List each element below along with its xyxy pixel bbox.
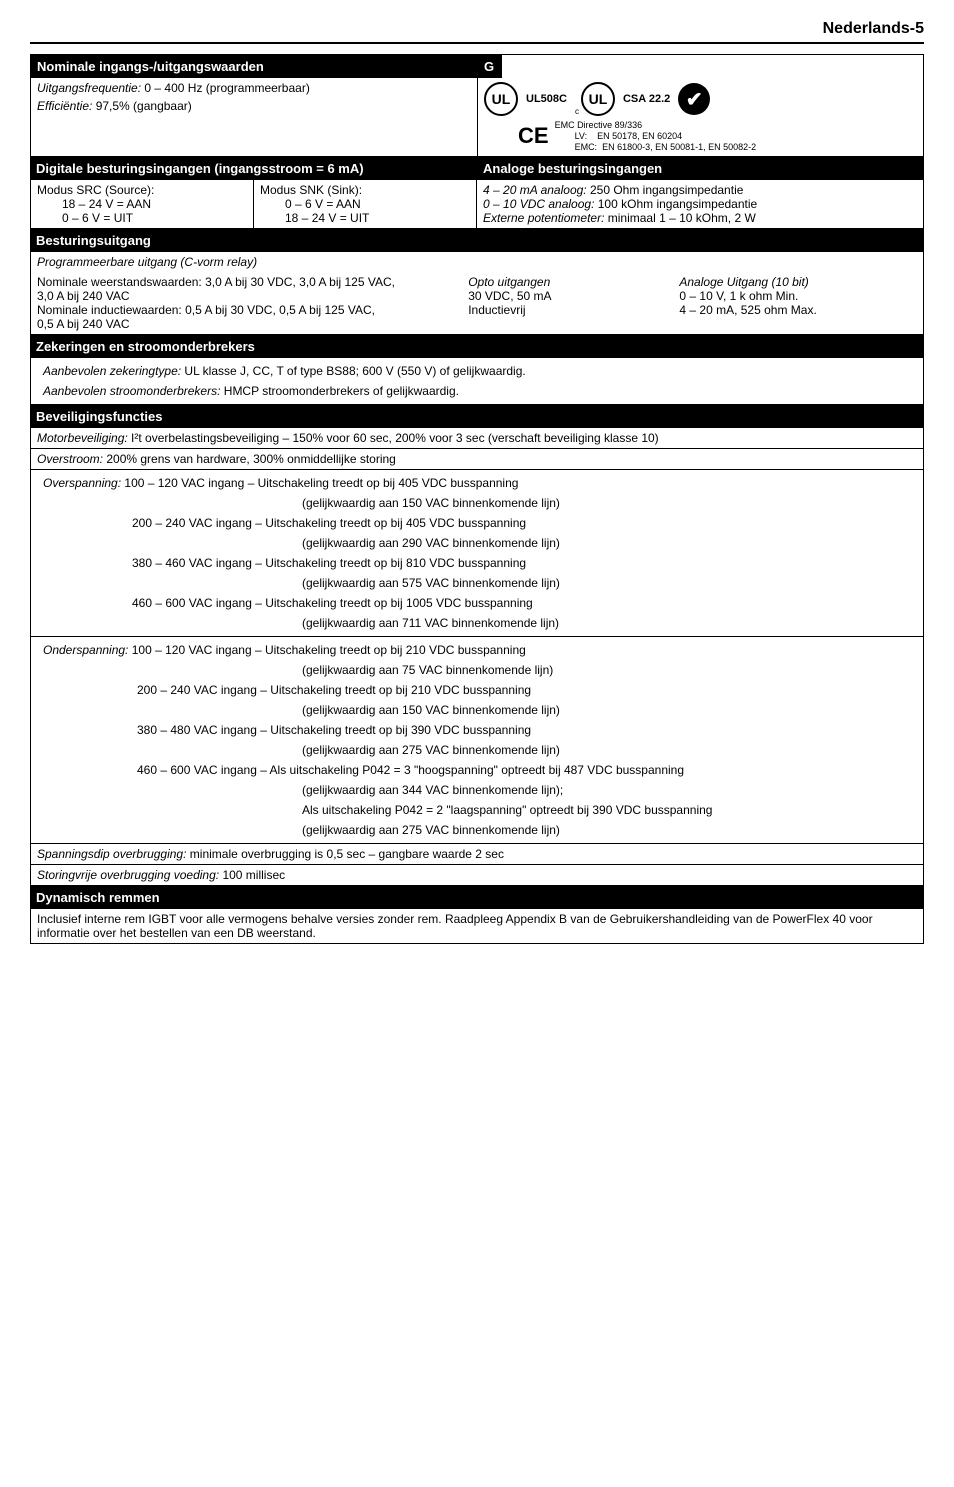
digitale-title: Digitale besturingsingangen (ingangsstro…	[30, 157, 477, 180]
ce-mark: CE	[518, 123, 549, 149]
analog-cell: 4 – 20 mA analoog: 250 Ohm ingangsimpeda…	[477, 180, 923, 228]
relay-specs: Nominale weerstandswaarden: 3,0 A bij 30…	[37, 275, 468, 331]
snk-cell: Modus SNK (Sink): 0 – 6 V = AAN 18 – 24 …	[254, 180, 477, 228]
section-nominal-title: Nominale ingangs-/uitgangswaarden	[31, 55, 477, 78]
page-title: Nederlands-5	[30, 20, 924, 44]
onderspanning-row: Onderspanning: 100 – 120 VAC ingang – Ui…	[30, 637, 924, 844]
ul-logo: UL	[484, 82, 518, 116]
csa-label: CSA 22.2	[623, 93, 670, 105]
overspanning-row: Overspanning: 100 – 120 VAC ingang – Uit…	[30, 470, 924, 637]
cert-logos-row: UL UL508C c UL CSA 22.2 ✔	[478, 78, 923, 120]
tick-logo: ✔	[678, 83, 710, 115]
overstroom-row: Overstroom: 200% grens van hardware, 300…	[30, 449, 924, 470]
motor-row: Motorbeveiliging: I²t overbelastingsbeve…	[30, 428, 924, 449]
spanningsdip-row: Spanningsdip overbrugging: minimale over…	[30, 844, 924, 865]
beveiliging-title: Beveiligingsfuncties	[30, 405, 924, 428]
analoge-title: Analoge besturingsingangen	[477, 157, 924, 180]
ul508c-label: UL508C	[526, 93, 567, 105]
analog-uitgang-specs: Analoge Uitgang (10 bit) 0 – 10 V, 1 k o…	[679, 275, 917, 331]
besturingsuitgang-title: Besturingsuitgang	[30, 229, 924, 252]
dynamisch-title: Dynamisch remmen	[30, 886, 924, 909]
emc-directive-text: EMC Directive 89/336 LV: EN 50178, EN 60…	[555, 120, 757, 152]
dynamisch-body: Inclusief interne rem IGBT voor alle ver…	[30, 909, 924, 944]
section-g-label: G	[478, 55, 502, 78]
storingvrije-row: Storingvrije overbrugging voeding: 100 m…	[30, 865, 924, 886]
uitgangsfreq: Uitgangsfrequentie: 0 – 400 Hz (programm…	[37, 81, 471, 95]
efficientie: Efficiëntie: 97,5% (gangbaar)	[37, 99, 471, 113]
csa-logo: UL	[581, 82, 615, 116]
zekeringen-body: Aanbevolen zekeringtype: UL klasse J, CC…	[30, 358, 924, 405]
prog-uitgang: Programmeerbare uitgang (C-vorm relay)	[31, 252, 923, 272]
opto-specs: Opto uitgangen 30 VDC, 50 mA Inductievri…	[468, 275, 679, 331]
src-cell: Modus SRC (Source): 18 – 24 V = AAN 0 – …	[31, 180, 254, 228]
zekeringen-title: Zekeringen en stroomonderbrekers	[30, 335, 924, 358]
